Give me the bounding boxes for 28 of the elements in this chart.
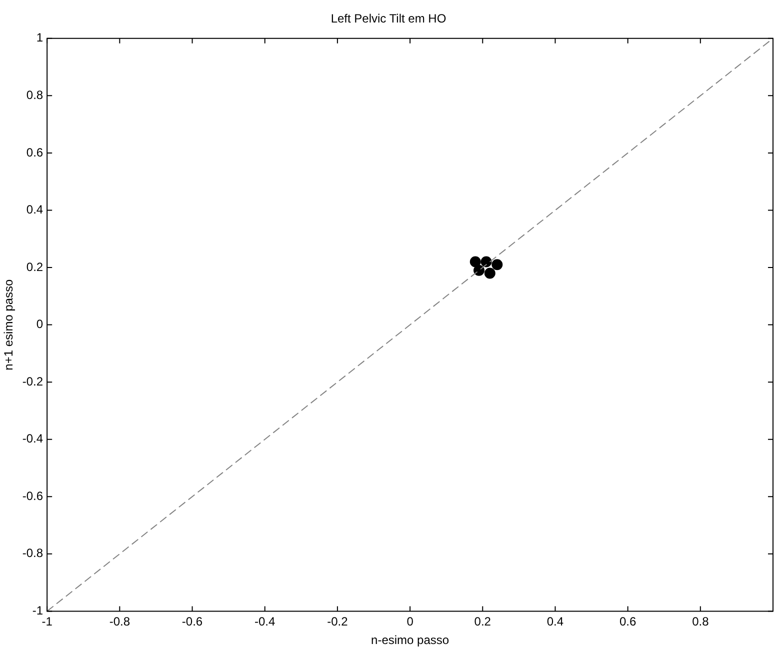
y-tick-label: -1	[32, 604, 44, 618]
x-tick-label: 0.2	[474, 614, 492, 629]
y-tick-label: -0.2	[22, 374, 44, 388]
x-tick-label: 0.8	[692, 614, 710, 629]
point	[480, 256, 492, 268]
y-tick-label: 0.8	[26, 88, 44, 102]
chart-title: Left Pelvic Tilt em HO	[330, 12, 446, 26]
point	[470, 256, 481, 268]
x-tick-label: 0	[406, 614, 414, 629]
y-tick-label: 1	[36, 30, 44, 45]
x-tick-label: -0.6	[182, 614, 203, 629]
y-tick-label: 0.2	[26, 260, 44, 274]
y-tick-label: 0.6	[26, 145, 44, 160]
x-tick-label: -0.8	[109, 614, 130, 629]
y-axis-title: n+1 esimo passo	[2, 278, 16, 370]
y-tick-label: -0.8	[22, 546, 44, 560]
x-tick-label: 0.4	[546, 614, 564, 629]
x-tick-label: -0.2	[327, 614, 348, 629]
x-tick-label: 0.6	[619, 614, 636, 629]
point	[474, 264, 484, 276]
y-tick-label: 0	[36, 317, 44, 332]
x-axis-title: n-esimo passo	[371, 633, 450, 648]
y-tick-label: -0.6	[22, 488, 44, 503]
point	[484, 268, 496, 279]
y-tick-label: 0.4	[26, 202, 44, 217]
point	[492, 259, 503, 270]
y-tick-label: -0.4	[22, 432, 44, 446]
x-tick-label: -0.4	[254, 614, 276, 629]
